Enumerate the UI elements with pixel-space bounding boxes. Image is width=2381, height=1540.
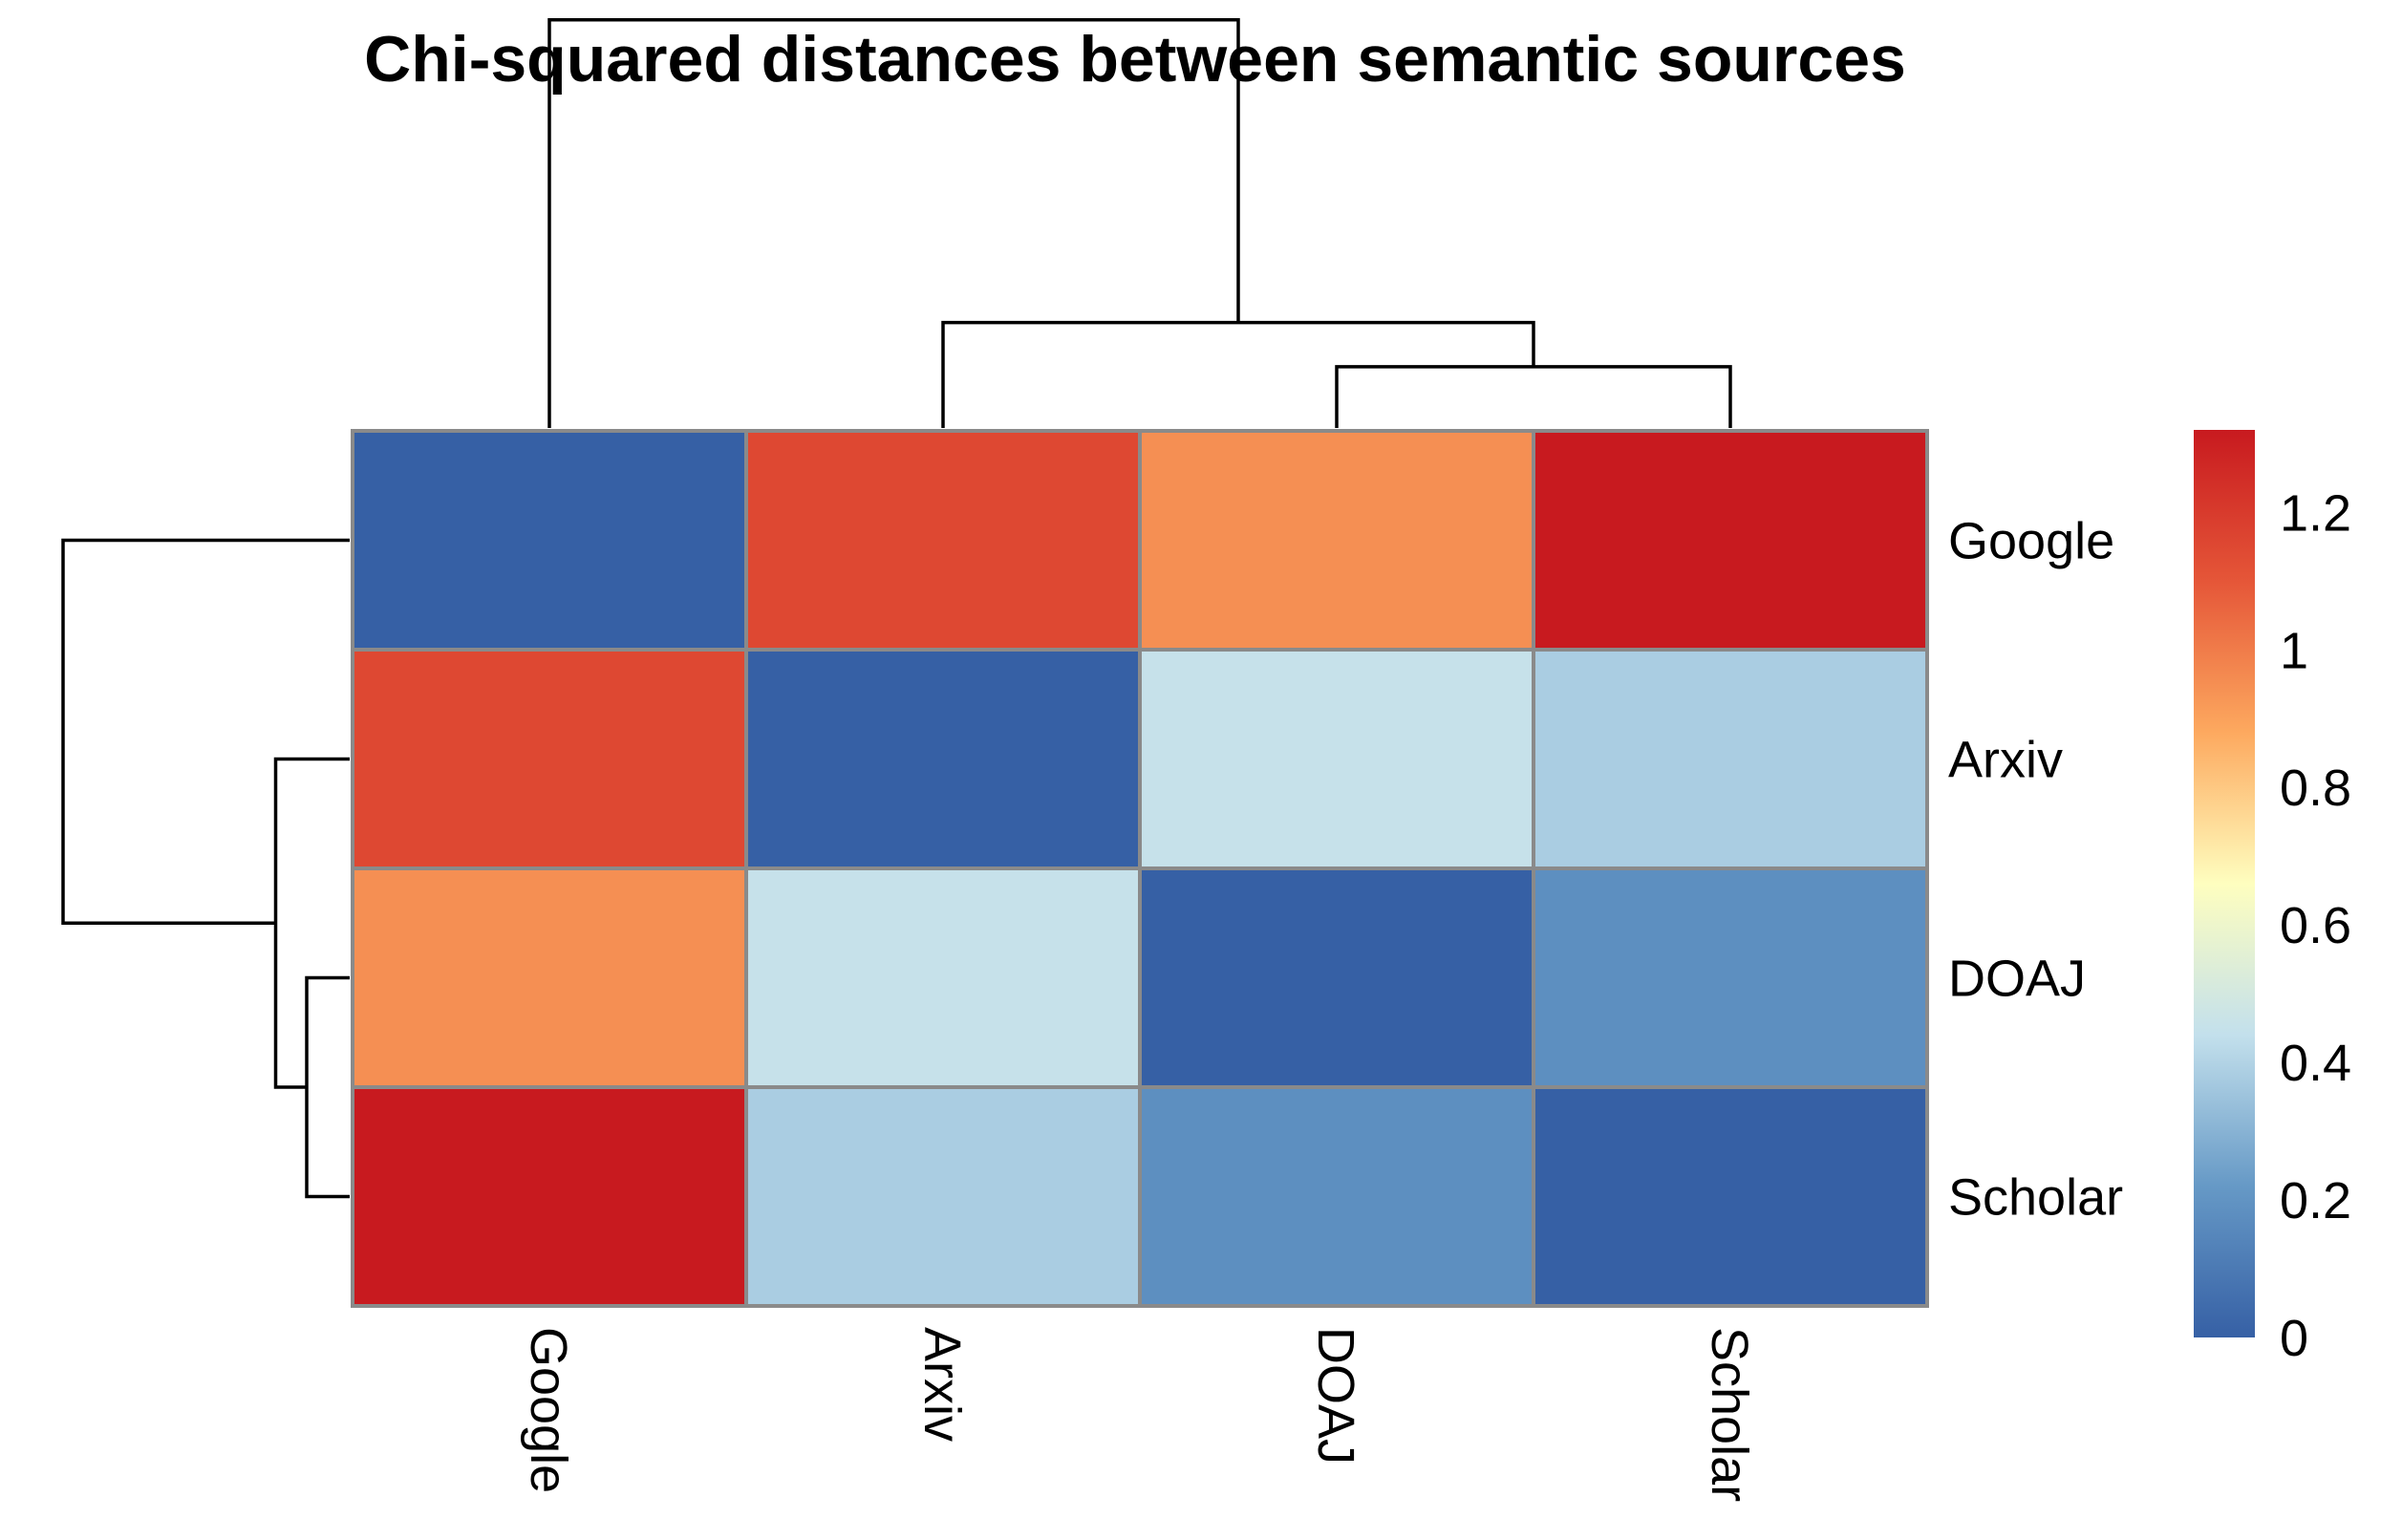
colorbar: 0 0.2 0.4 0.6 0.8 1 1.2 — [2194, 430, 2351, 1367]
heatmap-cell-google-google — [351, 429, 748, 652]
row-labels: Google Arxiv DOAJ Scholar — [1948, 513, 2123, 1227]
heatmap-cell-scholar-doaj — [1138, 1085, 1535, 1308]
colorbar-tick-label: 0.2 — [2280, 1172, 2351, 1230]
heatmap-cell-scholar-scholar — [1532, 1085, 1929, 1308]
heatmap-cell-arxiv-scholar — [1532, 648, 1929, 870]
heatmap-cell-arxiv-google — [351, 648, 748, 870]
row-dendrogram-link-doaj-scholar — [305, 975, 350, 1199]
column-label-doaj: DOAJ — [1307, 1327, 1364, 1465]
column-dendrogram-link-doaj-scholar — [1335, 365, 1732, 428]
row-label-google: Google — [1948, 513, 2114, 570]
heatmap-cell-google-scholar — [1532, 429, 1929, 652]
column-label-scholar: Scholar — [1701, 1327, 1758, 1502]
heatmap-cells — [351, 429, 1929, 1308]
colorbar-tick-label: 0 — [2280, 1310, 2308, 1367]
heatmap-cell-doaj-google — [351, 866, 748, 1089]
heatmap-cell-scholar-google — [351, 1085, 748, 1308]
colorbar-tick-label: 1 — [2280, 622, 2308, 679]
colorbar-gradient — [2194, 430, 2255, 1337]
column-labels: Google Arxiv DOAJ Scholar — [520, 1327, 1758, 1502]
column-dendrogram-link-arxiv-cluster — [941, 320, 1535, 428]
row-label-doaj: DOAJ — [1948, 951, 2086, 1008]
row-dendrogram — [61, 538, 350, 1199]
heatmap-cell-doaj-doaj — [1138, 866, 1535, 1089]
heatmap-cell-arxiv-arxiv — [744, 648, 1142, 870]
heatmap-cell-doaj-arxiv — [744, 866, 1142, 1089]
column-dendrogram — [547, 17, 1732, 428]
heatmap-cell-google-arxiv — [744, 429, 1142, 652]
colorbar-tick-label: 0.4 — [2280, 1035, 2351, 1092]
heatmap-cell-google-doaj — [1138, 429, 1535, 652]
heatmap-cell-doaj-scholar — [1532, 866, 1929, 1089]
colorbar-tick-label: 1.2 — [2280, 484, 2351, 542]
row-label-scholar: Scholar — [1948, 1169, 2123, 1227]
column-dendrogram-link-root — [547, 17, 1240, 428]
heatmap-cell-scholar-arxiv — [744, 1085, 1142, 1308]
row-dendrogram-link-arxiv-cluster — [273, 757, 350, 1089]
heatmap-cell-arxiv-doaj — [1138, 648, 1535, 870]
colorbar-tick-label: 0.6 — [2280, 897, 2351, 954]
column-label-google: Google — [520, 1327, 577, 1493]
chart-title: Chi-squared distances between semantic s… — [364, 23, 1906, 96]
row-dendrogram-link-root — [61, 538, 350, 925]
column-label-arxiv: Arxiv — [913, 1327, 971, 1442]
colorbar-tick-label: 0.8 — [2280, 759, 2351, 817]
row-label-arxiv: Arxiv — [1948, 732, 2063, 789]
